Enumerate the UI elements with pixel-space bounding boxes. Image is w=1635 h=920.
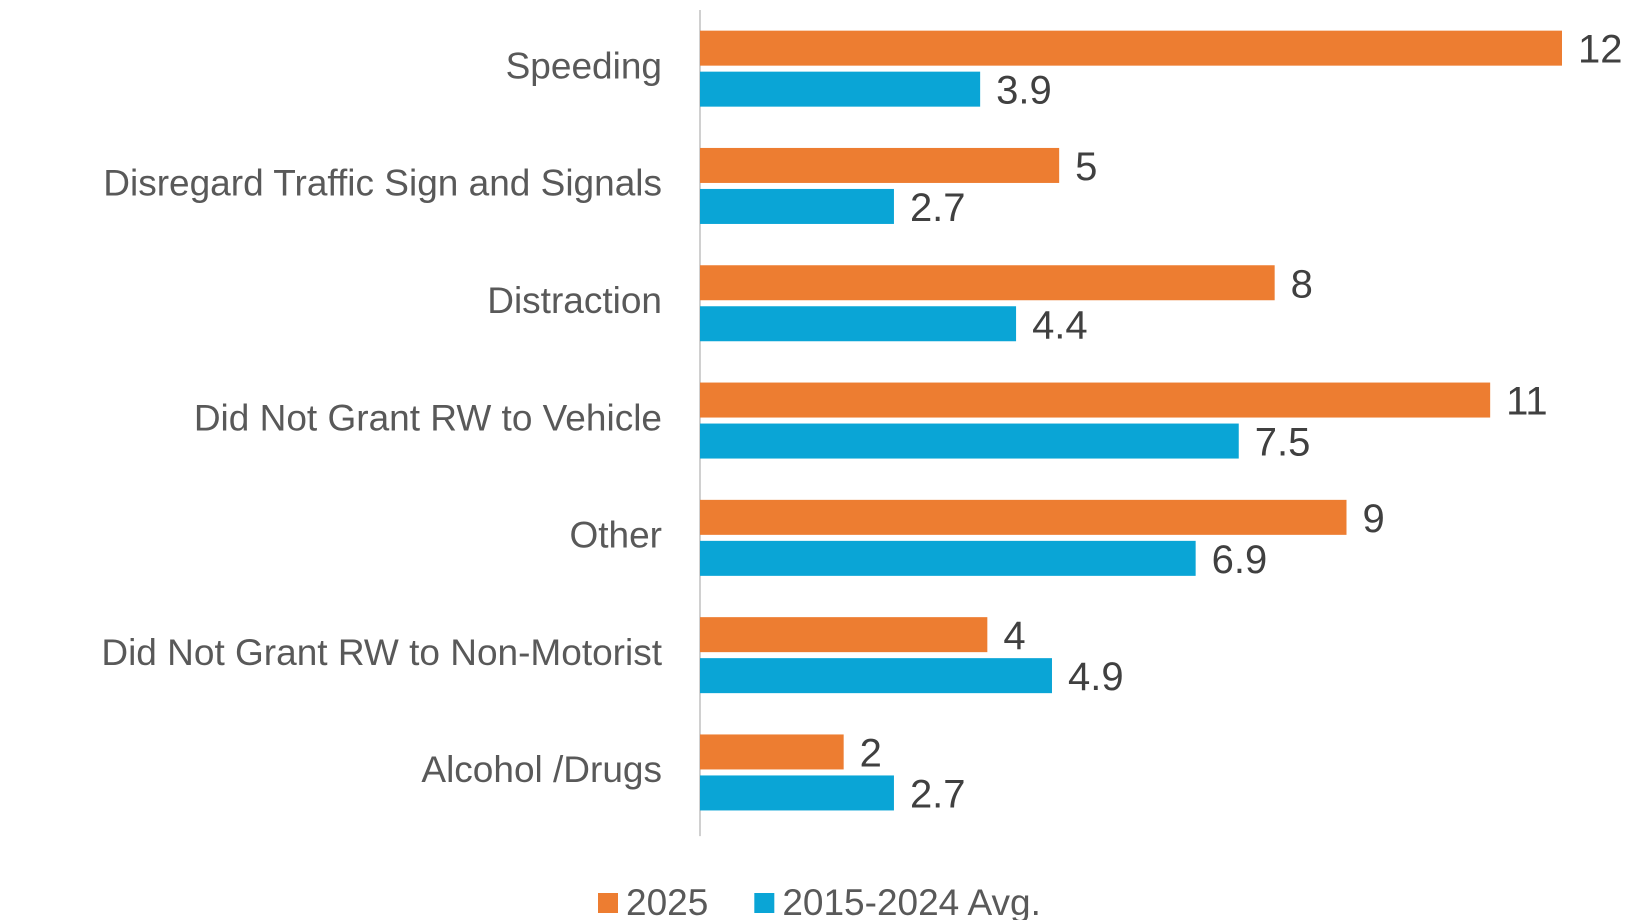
data-label: 5	[1075, 145, 1097, 189]
bar	[700, 499, 1347, 535]
data-label: 6.9	[1212, 538, 1268, 582]
data-label: 7.5	[1255, 421, 1311, 465]
data-label: 9	[1363, 497, 1385, 541]
category-label: Other	[569, 515, 662, 556]
data-label: 2.7	[910, 773, 966, 817]
bar	[700, 71, 981, 107]
bar	[700, 658, 1052, 694]
data-label: 3.9	[996, 69, 1052, 113]
bar	[700, 265, 1275, 301]
bar	[700, 540, 1196, 576]
data-label: 4	[1003, 614, 1025, 658]
category-label: Disregard Traffic Sign and Signals	[103, 163, 662, 204]
category-label: Distraction	[487, 280, 662, 321]
bar	[700, 734, 844, 770]
bar	[700, 147, 1060, 183]
category-label: Speeding	[506, 45, 662, 86]
data-label: 4.9	[1068, 655, 1124, 699]
data-label: 2	[860, 732, 882, 776]
data-label: 12	[1578, 28, 1623, 72]
legend-label: 2025	[626, 882, 708, 920]
bar	[700, 382, 1491, 418]
bar	[700, 617, 988, 653]
data-label: 11	[1506, 380, 1548, 424]
data-label: 4.4	[1032, 303, 1088, 347]
bar	[700, 423, 1239, 459]
bar	[700, 306, 1017, 342]
bar	[700, 188, 894, 224]
legend-label: 2015-2024 Avg.	[782, 882, 1041, 920]
data-label: 8	[1291, 262, 1313, 306]
bar	[700, 775, 894, 811]
legend-swatch	[598, 893, 618, 913]
category-label: Did Not Grant RW to Non-Motorist	[101, 632, 662, 673]
category-label: Alcohol /Drugs	[421, 749, 662, 790]
category-label: Did Not Grant RW to Vehicle	[194, 397, 662, 438]
data-label: 2.7	[910, 186, 966, 230]
legend-swatch	[754, 893, 775, 913]
bar	[700, 30, 1562, 66]
